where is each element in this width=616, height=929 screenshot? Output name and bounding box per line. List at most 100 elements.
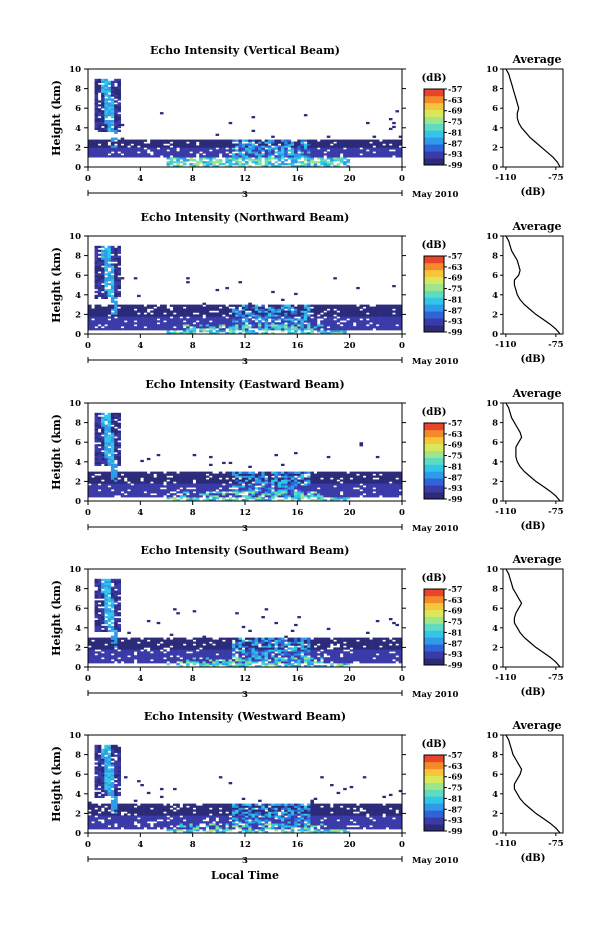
heatmap-cell	[110, 418, 115, 421]
heatmap-cell	[303, 328, 308, 331]
heatmap-cell	[375, 481, 380, 484]
heatmap-cell	[104, 116, 108, 119]
heatmap-cell	[254, 473, 259, 476]
heatmap-cell	[297, 493, 301, 496]
heatmap-cell	[110, 277, 115, 280]
heatmap-cell	[222, 149, 226, 152]
heatmap-cell	[336, 477, 341, 480]
heatmap-cell	[110, 436, 115, 439]
heatmap-cell	[159, 647, 164, 650]
heatmap-cell	[212, 499, 216, 502]
heatmap-cell	[101, 637, 105, 640]
heatmap-cell	[97, 455, 102, 459]
heatmap-cell	[209, 161, 213, 164]
heatmap-cell	[307, 149, 311, 152]
heatmap-cell	[97, 281, 102, 284]
heatmap-cell	[97, 450, 102, 453]
heatmap-cell	[336, 485, 341, 488]
heatmap-cell	[94, 116, 99, 119]
heatmap-cell	[101, 584, 105, 587]
heatmap-cell	[153, 477, 157, 480]
heatmap-cell	[156, 153, 161, 156]
heatmap-cell	[320, 475, 324, 478]
heatmap-cell	[313, 326, 318, 329]
heatmap-cell	[372, 322, 377, 325]
heatmap-cell	[280, 495, 285, 498]
heatmap-cell	[101, 267, 105, 270]
heatmap-cell	[156, 143, 161, 146]
heatmap-cell	[97, 619, 102, 623]
heatmap-cell	[330, 499, 334, 502]
heatmap-cell	[395, 153, 400, 156]
heatmap-cell	[352, 318, 357, 321]
heatmap-cell	[140, 320, 144, 323]
heatmap-cell	[101, 155, 105, 158]
heatmap-cell	[94, 414, 99, 418]
heatmap-cell	[222, 324, 226, 327]
heatmap-cell	[150, 649, 154, 652]
heatmap-cell	[280, 310, 285, 313]
heatmap-cell	[137, 318, 141, 321]
heatmap-cell	[333, 306, 337, 309]
heatmap-cell	[215, 133, 220, 136]
heatmap-cell	[241, 163, 246, 166]
heatmap-cell	[114, 92, 118, 95]
colorbar-swatch	[424, 423, 444, 431]
heatmap-cell	[107, 320, 112, 323]
heatmap-cell	[339, 306, 344, 309]
heatmap-cell	[179, 304, 184, 307]
heatmap-cell	[107, 119, 112, 123]
heatmap-cell	[110, 426, 115, 429]
heatmap-cell	[388, 127, 393, 131]
heatmap-cell	[362, 153, 367, 156]
heatmap-cell	[248, 157, 252, 160]
heatmap-cell	[169, 481, 174, 484]
heatmap-cell	[101, 322, 105, 325]
heatmap-cell	[120, 316, 125, 319]
heatmap-cell	[94, 273, 99, 276]
heatmap-cell	[385, 312, 390, 315]
heatmap-cell	[107, 584, 112, 587]
heatmap-cell	[176, 612, 180, 615]
heatmap-cell	[117, 475, 122, 478]
heatmap-cell	[218, 151, 223, 154]
heatmap-cell	[379, 141, 383, 144]
heatmap-cell	[114, 78, 118, 82]
heatmap-cell	[225, 159, 229, 162]
heatmap-cell	[277, 328, 282, 331]
heatmap-cell	[228, 649, 233, 652]
heatmap-cell	[323, 159, 328, 162]
heatmap-cell	[104, 94, 108, 97]
heatmap-cell	[300, 479, 305, 482]
heatmap-cell	[176, 326, 180, 329]
heatmap-cell	[202, 139, 207, 142]
heatmap-cell	[195, 639, 200, 642]
heatmap-cell	[114, 641, 118, 644]
heatmap-cell	[104, 145, 108, 148]
heatmap-cell	[156, 139, 161, 142]
heatmap-cell	[398, 326, 403, 329]
heatmap-cell	[307, 314, 311, 317]
heatmap-cell	[320, 143, 324, 146]
heatmap-cell	[261, 477, 265, 480]
heatmap-cell	[173, 643, 177, 646]
heatmap-cell	[300, 314, 305, 317]
heatmap-cell	[114, 643, 118, 646]
heatmap-cell	[117, 655, 122, 658]
heatmap-cell	[245, 489, 249, 492]
heatmap-cell	[146, 643, 151, 646]
heatmap-cell	[359, 143, 364, 146]
heatmap-cell	[133, 318, 138, 321]
heatmap-cell	[215, 649, 220, 652]
heatmap-cell	[271, 308, 275, 311]
heatmap-cell	[375, 316, 380, 319]
heatmap-cell	[146, 316, 151, 319]
heatmap-cell	[339, 147, 344, 150]
heatmap-cell	[369, 139, 373, 142]
heatmap-cell	[388, 483, 393, 486]
heatmap-cell	[385, 310, 390, 313]
heatmap-cell	[94, 438, 99, 441]
heatmap-cell	[146, 489, 151, 492]
heatmap-cell	[199, 149, 203, 152]
heatmap-cell	[280, 475, 285, 478]
